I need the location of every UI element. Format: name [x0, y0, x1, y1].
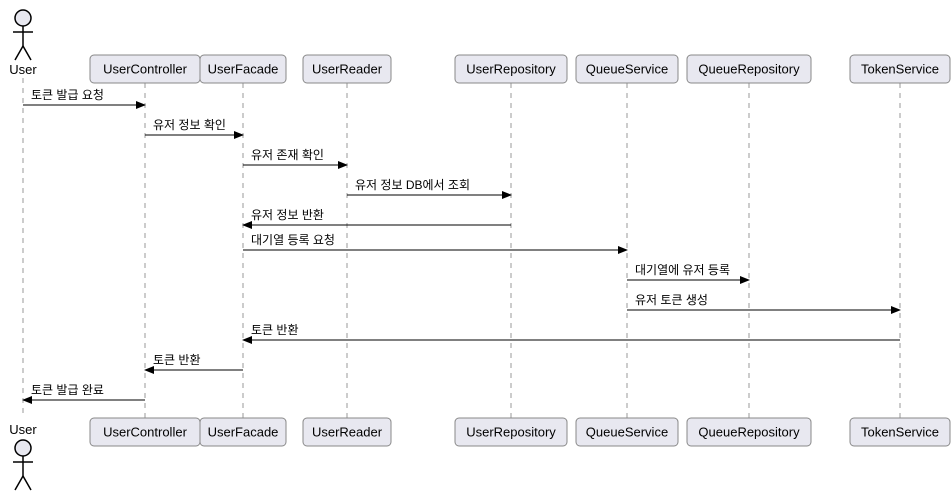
message-label: 유저 존재 확인 [251, 148, 324, 162]
participant-queuerepository: QueueRepository [687, 55, 811, 83]
participant-label: TokenService [861, 424, 939, 439]
message-label: 대기열에 유저 등록 [635, 263, 730, 277]
participant-label: UserController [103, 424, 187, 439]
participant-tokenservice: TokenService [850, 418, 950, 446]
participant-userreader: UserReader [303, 418, 391, 446]
participant-label: UserRepository [466, 424, 556, 439]
participant-userfacade: UserFacade [200, 55, 286, 83]
participant-label: UserController [103, 61, 187, 76]
message: 토큰 반환 [145, 353, 243, 370]
message-label: 토큰 발급 완료 [31, 383, 104, 397]
actor-label-bottom: User [9, 422, 37, 437]
participant-label: QueueRepository [698, 61, 800, 76]
participant-userfacade: UserFacade [200, 418, 286, 446]
participant-usercontroller: UserController [90, 418, 200, 446]
actor-user-bottom [13, 440, 33, 490]
participant-label: QueueService [586, 61, 668, 76]
participant-label: UserRepository [466, 61, 556, 76]
participant-tokenservice: TokenService [850, 55, 950, 83]
message-label: 토큰 반환 [153, 353, 201, 367]
participant-label: UserReader [312, 424, 383, 439]
message-label: 대기열 등록 요청 [251, 233, 335, 247]
participant-label: UserFacade [208, 424, 279, 439]
message: 대기열에 유저 등록 [627, 263, 749, 280]
message: 토큰 발급 요청 [23, 88, 145, 105]
actor-label: User [9, 62, 37, 77]
message-label: 토큰 반환 [251, 323, 299, 337]
participant-userreader: UserReader [303, 55, 391, 83]
participant-label: QueueService [586, 424, 668, 439]
actor-user: User [9, 10, 37, 77]
message: 유저 정보 확인 [145, 118, 243, 135]
participant-userrepository: UserRepository [455, 418, 567, 446]
message: 토큰 반환 [243, 323, 900, 340]
message: 대기열 등록 요청 [243, 233, 627, 250]
message: 유저 정보 DB에서 조회 [347, 178, 511, 195]
message-label: 유저 토큰 생성 [635, 293, 708, 307]
participant-queuerepository: QueueRepository [687, 418, 811, 446]
message-label: 토큰 발급 요청 [31, 88, 104, 102]
participant-label: QueueRepository [698, 424, 800, 439]
participant-label: TokenService [861, 61, 939, 76]
participant-queueservice: QueueService [576, 55, 678, 83]
message-label: 유저 정보 확인 [153, 118, 226, 132]
participant-label: UserFacade [208, 61, 279, 76]
message: 유저 존재 확인 [243, 148, 347, 165]
participant-userrepository: UserRepository [455, 55, 567, 83]
participant-queueservice: QueueService [576, 418, 678, 446]
participant-usercontroller: UserController [90, 55, 200, 83]
message-label: 유저 정보 반환 [251, 208, 324, 222]
message: 유저 토큰 생성 [627, 293, 900, 310]
message: 토큰 발급 완료 [23, 383, 145, 400]
message-label: 유저 정보 DB에서 조회 [355, 178, 470, 192]
participant-label: UserReader [312, 61, 383, 76]
message: 유저 정보 반환 [243, 208, 511, 225]
